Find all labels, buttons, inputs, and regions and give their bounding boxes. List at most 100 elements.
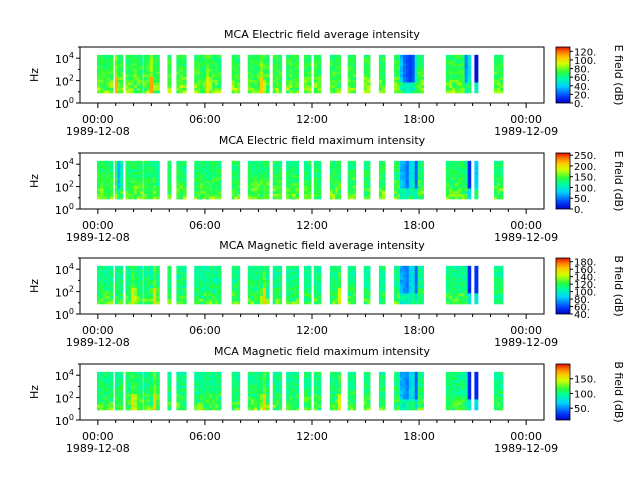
spectrogram-cell	[149, 163, 154, 167]
spectrogram-cell	[133, 65, 138, 69]
spectrogram-cell	[231, 290, 235, 294]
spectrogram-cell	[378, 87, 383, 91]
spectrogram-cell	[143, 276, 147, 280]
spectrogram-cell	[366, 388, 371, 392]
spectrogram-cell	[363, 295, 368, 299]
spectrogram-cell	[278, 179, 283, 183]
spectrogram-cell	[445, 404, 450, 408]
spectrogram-cell	[420, 271, 424, 275]
spectrogram-cell	[378, 84, 383, 88]
spectrogram-cell	[131, 160, 135, 164]
spectrogram-cell	[464, 90, 469, 94]
spectrogram-cell	[275, 396, 280, 400]
spectrogram-cell	[197, 57, 201, 61]
spectrogram-cell	[179, 76, 184, 80]
spectrogram-cell	[266, 271, 270, 275]
spectrogram-cell	[382, 163, 386, 167]
spectrogram-cell	[120, 190, 124, 194]
spectrogram-cell	[350, 171, 354, 175]
spectrogram-cell	[176, 182, 181, 186]
spectrogram-cell	[329, 185, 333, 189]
spectrogram-cell	[411, 393, 416, 397]
spectrogram-cell	[378, 293, 383, 297]
spectrogram-cell	[203, 65, 207, 69]
spectrogram-cell	[100, 188, 104, 192]
y-tick-exponent: 0	[69, 307, 74, 316]
spectrogram-cell	[347, 185, 351, 189]
spectrogram-cell	[295, 57, 300, 61]
spectrogram-cell	[218, 282, 222, 286]
spectrogram-cell	[250, 380, 255, 384]
spectrogram-cell	[494, 90, 498, 94]
spectrogram-cell	[206, 177, 210, 181]
spectrogram-cell	[286, 274, 290, 278]
spectrogram-cell	[234, 174, 238, 178]
spectrogram-cell	[353, 60, 357, 64]
spectrogram-cell	[378, 279, 383, 283]
spectrogram-cell	[167, 388, 172, 392]
spectrogram-cell	[464, 87, 469, 91]
spectrogram-cell	[194, 166, 198, 170]
spectrogram-cell	[448, 271, 453, 275]
spectrogram-cell	[417, 79, 421, 83]
spectrogram-cell	[156, 396, 160, 400]
spectrogram-cell	[139, 182, 143, 186]
spectrogram-cell	[212, 377, 216, 381]
spectrogram-cell	[231, 79, 235, 83]
spectrogram-cell	[149, 174, 154, 178]
spectrogram-cell	[337, 374, 341, 378]
spectrogram-cell	[139, 185, 143, 189]
spectrogram-cell	[103, 179, 107, 183]
spectrogram-cell	[397, 190, 401, 194]
spectrogram-cell	[106, 171, 111, 175]
spectrogram-cell	[203, 79, 207, 83]
spectrogram-cell	[458, 393, 462, 397]
spectrogram-cell	[275, 90, 280, 94]
spectrogram-cell	[133, 371, 138, 375]
spectrogram-cell	[212, 182, 216, 186]
spectrogram-cell	[133, 71, 138, 75]
spectrogram-cell	[200, 193, 204, 197]
spectrogram-cell	[295, 293, 300, 297]
spectrogram-cell	[250, 268, 255, 272]
spectrogram-cell	[289, 282, 293, 286]
spectrogram-cell	[109, 182, 114, 186]
spectrogram-cell	[497, 82, 501, 86]
spectrogram-cell	[292, 380, 296, 384]
spectrogram-cell	[152, 282, 157, 286]
spectrogram-cell	[307, 399, 312, 403]
spectrogram-cell	[133, 401, 138, 405]
x-tick-label: 06:00	[189, 113, 221, 126]
spectrogram-cell	[350, 268, 354, 272]
spectrogram-cell	[120, 163, 124, 167]
y-tick-base: 10	[55, 76, 69, 89]
spectrogram-cell	[317, 185, 322, 189]
spectrogram-cell	[445, 68, 450, 72]
spectrogram-cell	[149, 404, 154, 408]
spectrogram-cell	[194, 295, 198, 299]
spectrogram-cell	[458, 293, 462, 297]
spectrogram-cell	[275, 371, 280, 375]
spectrogram-cell	[307, 265, 312, 269]
spectrogram-cell	[179, 169, 184, 173]
spectrogram-cell	[474, 290, 479, 294]
spectrogram-cell	[143, 301, 147, 305]
spectrogram-cell	[152, 404, 157, 408]
spectrogram-cell	[452, 82, 456, 86]
spectrogram-cell	[152, 284, 157, 288]
spectrogram-cell	[399, 396, 404, 400]
spectrogram-cell	[247, 271, 252, 275]
spectrogram-cell	[313, 284, 318, 288]
spectrogram-cell	[397, 166, 401, 170]
spectrogram-cell	[317, 374, 322, 378]
spectrogram-cell	[231, 179, 235, 183]
spectrogram-cell	[203, 73, 207, 77]
spectrogram-cell	[350, 90, 354, 94]
spectrogram-cell	[139, 385, 143, 389]
spectrogram-cell	[452, 401, 456, 405]
spectrogram-cell	[313, 182, 318, 186]
spectrogram-cell	[128, 65, 132, 69]
spectrogram-cell	[247, 390, 252, 394]
spectrogram-cell	[303, 190, 308, 194]
spectrogram-cell	[209, 271, 213, 275]
